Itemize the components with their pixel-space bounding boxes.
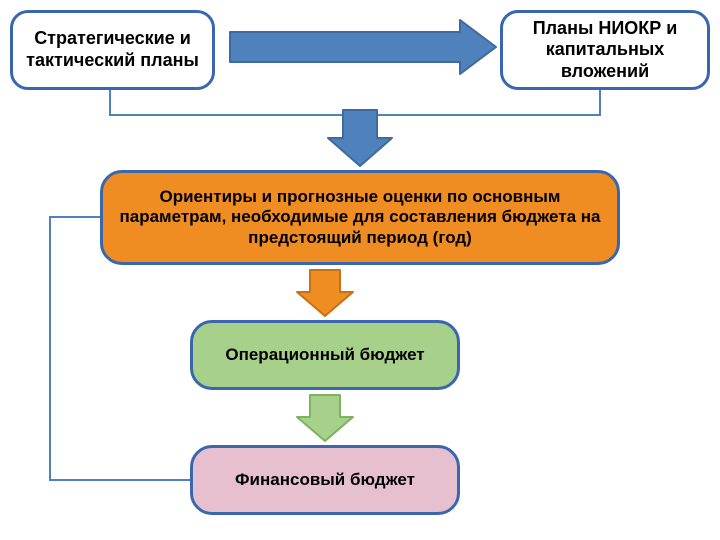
node-label: Ориентиры и прогнозные оценки по основны… xyxy=(113,187,607,248)
node-label: Планы НИОКР и капитальных вложений xyxy=(513,18,697,83)
connector-right_from_rnd xyxy=(365,90,600,115)
diagram-canvas: Стратегические и тактический планы Планы… xyxy=(0,0,720,540)
arrow-down-1 xyxy=(328,110,392,166)
arrow-down-3 xyxy=(297,395,353,441)
node-rnd-plans: Планы НИОКР и капитальных вложений xyxy=(500,10,710,90)
node-guidelines: Ориентиры и прогнозные оценки по основны… xyxy=(100,170,620,265)
node-operational-budget: Операционный бюджет xyxy=(190,320,460,390)
node-label: Стратегические и тактический планы xyxy=(23,28,202,71)
node-strategic-plans: Стратегические и тактический планы xyxy=(10,10,215,90)
connectors-group xyxy=(50,90,600,480)
node-label: Финансовый бюджет xyxy=(235,470,415,490)
arrow-right-top xyxy=(230,20,496,74)
node-financial-budget: Финансовый бюджет xyxy=(190,445,460,515)
node-label: Операционный бюджет xyxy=(225,345,424,365)
connector-left_from_strategic xyxy=(110,90,355,115)
arrow-down-2 xyxy=(297,270,353,316)
